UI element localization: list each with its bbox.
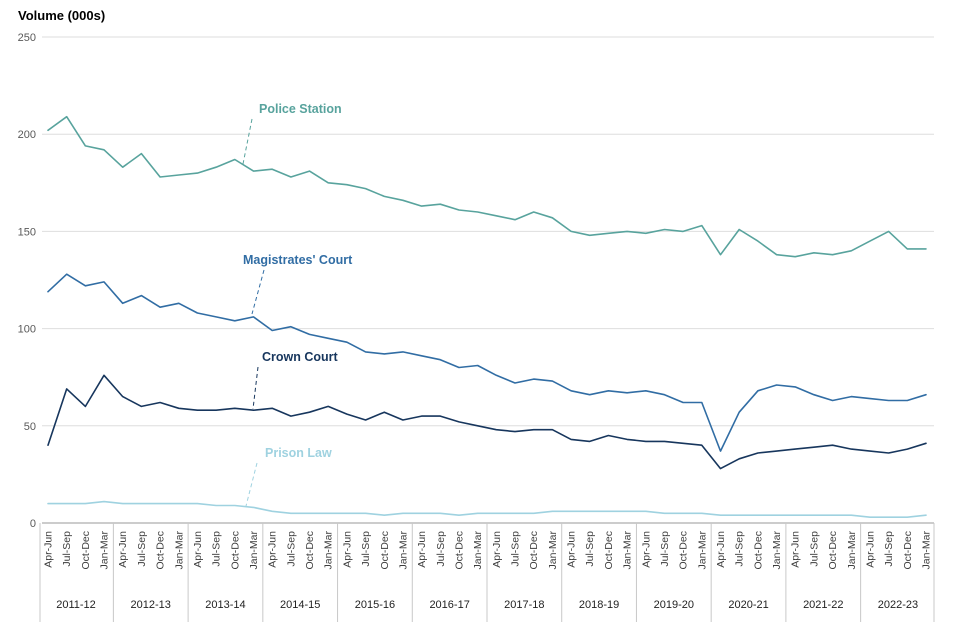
series-label-police-station: Police Station <box>259 102 342 116</box>
x-tick-label-quarter: Oct-Dec <box>603 531 615 570</box>
x-tick-label-quarter: Apr-Jun <box>790 531 802 568</box>
series-annotations: Police Station Magistrates' Court Crown Co… <box>242 102 353 507</box>
x-tick-label-year: 2018-19 <box>579 599 619 611</box>
x-tick-label-quarter: Apr-Jun <box>43 531 55 568</box>
x-tick-label-year: 2014-15 <box>280 599 320 611</box>
x-tick-label-quarter: Jan-Mar <box>696 531 708 570</box>
axis-labels: 0 50 100 150 200 250 Apr-Jun Jul-Sep Oct-Dec Jan-… <box>18 32 933 611</box>
x-tick-label-quarter: Oct-Dec <box>752 531 764 570</box>
x-tick-label-quarter: Apr-Jun <box>491 531 503 568</box>
x-tick-label-quarter: Oct-Dec <box>80 531 92 570</box>
x-tick-label-quarter: Jul-Sep <box>211 531 223 567</box>
x-tick-label-year: 2020-21 <box>728 599 768 611</box>
x-tick-label-quarter: Oct-Dec <box>155 531 167 570</box>
x-tick-label-quarter: Jan-Mar <box>248 531 260 570</box>
series-line-police-station <box>47 115 927 258</box>
x-tick-label-quarter: Jul-Sep <box>883 531 895 567</box>
x-tick-label-quarter: Jul-Sep <box>510 531 522 567</box>
x-tick-label-quarter: Oct-Dec <box>827 531 839 570</box>
x-tick-label-year: 2011-12 <box>56 599 96 611</box>
y-tick-label: 200 <box>18 129 36 141</box>
annotation-leader-magistrates-court <box>251 269 265 315</box>
x-tick-label-quarter: Jul-Sep <box>136 531 148 567</box>
x-tick-label-quarter: Jul-Sep <box>285 531 297 567</box>
x-tick-label-quarter: Oct-Dec <box>229 531 241 570</box>
x-tick-label-quarter: Apr-Jun <box>117 531 129 568</box>
annotation-leader-prison-law <box>245 462 258 507</box>
x-tick-label-year: 2016-17 <box>429 599 469 611</box>
x-tick-label-quarter: Apr-Jun <box>864 531 876 568</box>
x-tick-label-quarter: Jan-Mar <box>921 531 933 570</box>
annotation-leader-crown-court <box>252 366 259 410</box>
x-tick-label-quarter: Jul-Sep <box>808 531 820 567</box>
x-tick-label-quarter: Oct-Dec <box>304 531 316 570</box>
x-tick-label-quarter: Jan-Mar <box>99 531 111 570</box>
x-tick-label-year: 2017-18 <box>504 599 544 611</box>
series-label-magistrates-court: Magistrates' Court <box>243 253 353 267</box>
x-tick-label-quarter: Oct-Dec <box>902 531 914 570</box>
x-tick-label-year: 2013-14 <box>205 599 245 611</box>
x-tick-label-quarter: Apr-Jun <box>566 531 578 568</box>
y-tick-label: 250 <box>18 32 36 44</box>
x-tick-label-quarter: Oct-Dec <box>453 531 465 570</box>
year-separators <box>39 523 935 622</box>
x-tick-label-quarter: Apr-Jun <box>715 531 727 568</box>
series-lines <box>47 115 927 519</box>
x-tick-label-quarter: Jan-Mar <box>397 531 409 570</box>
x-tick-label-quarter: Jul-Sep <box>584 531 596 567</box>
series-line-crown-court <box>47 374 927 470</box>
x-tick-label-year: 2022-23 <box>878 599 918 611</box>
x-tick-label-quarter: Jan-Mar <box>622 531 634 570</box>
x-tick-label-quarter: Oct-Dec <box>528 531 540 570</box>
x-tick-label-quarter: Jul-Sep <box>435 531 447 567</box>
x-tick-label-quarter: Jul-Sep <box>659 531 671 567</box>
y-tick-label: 100 <box>18 324 36 336</box>
x-tick-label-quarter: Jan-Mar <box>771 531 783 570</box>
x-tick-label-quarter: Oct-Dec <box>379 531 391 570</box>
series-label-prison-law: Prison Law <box>265 446 332 460</box>
series-label-crown-court: Crown Court <box>262 350 339 364</box>
annotation-leader-police-station <box>242 118 253 165</box>
x-tick-label-quarter: Jul-Sep <box>734 531 746 567</box>
x-tick-label-quarter: Oct-Dec <box>678 531 690 570</box>
series-line-magistrates-court <box>47 273 927 452</box>
series-line-prison-law <box>47 500 927 519</box>
x-tick-label-quarter: Apr-Jun <box>640 531 652 568</box>
x-tick-label-year: 2015-16 <box>355 599 395 611</box>
x-tick-label-quarter: Jan-Mar <box>846 531 858 570</box>
x-tick-label-quarter: Apr-Jun <box>341 531 353 568</box>
chart-title: Volume (000s) <box>18 8 106 23</box>
x-tick-label-quarter: Jan-Mar <box>472 531 484 570</box>
gridlines <box>42 36 934 524</box>
x-tick-label-quarter: Jan-Mar <box>323 531 335 570</box>
x-tick-label-quarter: Jan-Mar <box>173 531 185 570</box>
x-tick-label-quarter: Jul-Sep <box>61 531 73 567</box>
x-tick-label-quarter: Jan-Mar <box>547 531 559 570</box>
x-tick-label-quarter: Apr-Jun <box>416 531 428 568</box>
x-tick-label-quarter: Jul-Sep <box>360 531 372 567</box>
x-tick-label-year: 2012-13 <box>131 599 171 611</box>
x-tick-label-year: 2021-22 <box>803 599 843 611</box>
x-tick-label-quarter: Apr-Jun <box>267 531 279 568</box>
y-tick-label: 0 <box>30 518 36 530</box>
x-tick-label-quarter: Apr-Jun <box>192 531 204 568</box>
y-tick-label: 150 <box>18 226 36 238</box>
x-tick-label-year: 2019-20 <box>654 599 694 611</box>
y-tick-label: 50 <box>24 421 36 433</box>
